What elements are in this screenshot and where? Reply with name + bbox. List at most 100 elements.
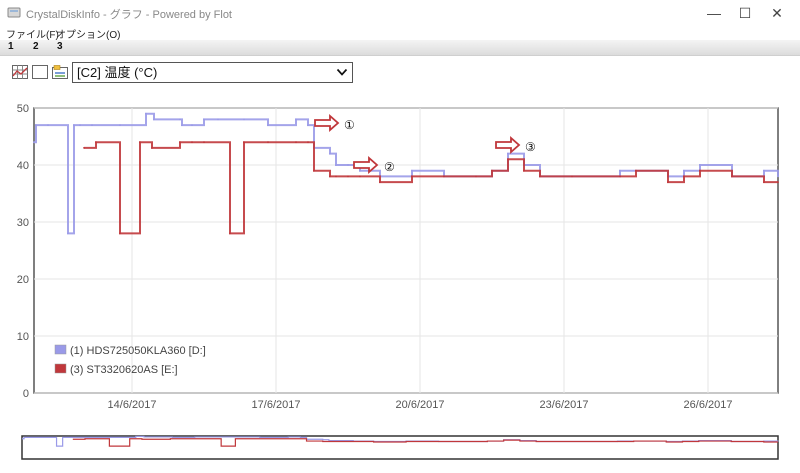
data-point bbox=[267, 124, 269, 126]
data-point bbox=[777, 181, 779, 183]
disk-1-tab[interactable]: 1 bbox=[8, 41, 14, 52]
data-point bbox=[179, 118, 181, 121]
data-point bbox=[763, 169, 765, 172]
y-tick-label: 40 bbox=[17, 160, 29, 172]
data-point bbox=[139, 141, 141, 144]
data-point bbox=[411, 169, 413, 172]
data-point bbox=[67, 232, 69, 235]
annotation-label-2: ② bbox=[384, 160, 395, 174]
data-point bbox=[151, 147, 153, 149]
data-point bbox=[731, 175, 733, 178]
grid-chart-icon[interactable] bbox=[12, 65, 28, 79]
chart-legend: (1) HDS725050KLA360 [D:] (3) ST3320620AS… bbox=[54, 344, 206, 376]
data-point bbox=[203, 118, 205, 121]
grid-layer bbox=[34, 107, 778, 394]
maximize-button[interactable]: ☐ bbox=[738, 5, 752, 21]
data-point bbox=[667, 181, 669, 183]
y-tick-label: 30 bbox=[17, 217, 29, 229]
y-tick-label: 20 bbox=[17, 274, 29, 286]
data-point bbox=[95, 141, 97, 144]
data-point bbox=[191, 141, 193, 144]
data-point bbox=[295, 141, 297, 144]
y-tick-label: 50 bbox=[17, 103, 29, 115]
data-point bbox=[379, 181, 381, 183]
chevron-down-icon bbox=[336, 68, 348, 76]
data-point bbox=[475, 175, 477, 178]
data-point bbox=[699, 169, 701, 172]
annotation-label-3: ③ bbox=[525, 140, 536, 154]
data-point bbox=[335, 164, 337, 166]
annotation-label-1: ① bbox=[344, 118, 355, 132]
x-axis: 14/6/2017 17/6/2017 20/6/2017 23/6/2017 26/6… bbox=[108, 399, 733, 411]
y-axis: 0 10 20 30 40 50 bbox=[17, 103, 29, 400]
legend-swatch-2 bbox=[54, 363, 67, 374]
color-chart-icon[interactable] bbox=[52, 65, 68, 79]
x-tick-label: 17/6/2017 bbox=[252, 399, 301, 411]
data-point bbox=[523, 169, 525, 172]
data-point bbox=[683, 175, 685, 178]
data-point bbox=[491, 169, 493, 172]
disk-2-tab[interactable]: 2 bbox=[33, 41, 39, 52]
data-point bbox=[763, 181, 765, 183]
data-point bbox=[307, 141, 309, 144]
close-button[interactable]: ✕ bbox=[771, 5, 783, 21]
data-point bbox=[203, 141, 205, 144]
data-point bbox=[35, 124, 37, 126]
data-point bbox=[347, 164, 349, 166]
data-point bbox=[119, 124, 121, 126]
data-point bbox=[243, 141, 245, 144]
data-point bbox=[777, 175, 779, 178]
legend-swatch-1 bbox=[54, 344, 67, 355]
data-point bbox=[507, 152, 509, 155]
data-point bbox=[359, 169, 361, 172]
attribute-select[interactable]: [C2] 温度 (°C) bbox=[72, 62, 353, 83]
menu-options[interactable]: オプション(O) bbox=[56, 30, 121, 41]
menu-bar: ファイル(F) オプション(O) bbox=[0, 26, 800, 41]
data-point bbox=[539, 175, 541, 178]
x-tick-label: 20/6/2017 bbox=[396, 399, 445, 411]
data-point bbox=[507, 158, 509, 161]
y-tick-label: 10 bbox=[17, 331, 29, 343]
data-point bbox=[79, 124, 81, 126]
temperature-chart[interactable]: 0 10 20 30 40 50 14/6/2017 17/6/2017 20/6/2017 2… bbox=[0, 100, 800, 420]
title-bar: CrystalDiskInfo - グラフ - Powered by Flot … bbox=[0, 0, 800, 26]
minimize-button[interactable]: — bbox=[707, 5, 721, 21]
data-point bbox=[181, 124, 183, 126]
window-title: CrystalDiskInfo - グラフ - Powered by Flot bbox=[26, 9, 232, 21]
data-point bbox=[33, 141, 35, 144]
data-point bbox=[267, 141, 269, 144]
menu-file[interactable]: ファイル(F) bbox=[6, 30, 59, 41]
series-line-2 bbox=[84, 141, 778, 235]
data-point bbox=[217, 118, 219, 121]
overview-line-2 bbox=[72, 438, 778, 447]
data-point bbox=[307, 124, 309, 126]
blank-window-icon[interactable] bbox=[32, 65, 48, 79]
disk-number-bar: 1 2 3 bbox=[0, 40, 800, 56]
data-point bbox=[47, 124, 49, 126]
series-layer bbox=[33, 112, 779, 235]
disk-3-tab[interactable]: 3 bbox=[57, 41, 63, 52]
data-point bbox=[119, 232, 121, 235]
data-point bbox=[295, 118, 297, 121]
data-point bbox=[347, 175, 349, 178]
plot-frame bbox=[33, 107, 779, 394]
legend-label-2: (3) ST3320620AS [E:] bbox=[70, 364, 178, 376]
data-point bbox=[145, 112, 147, 115]
data-point bbox=[153, 118, 155, 121]
attribute-select-value: [C2] 温度 (°C) bbox=[77, 65, 158, 80]
data-point bbox=[73, 124, 75, 126]
app-icon bbox=[7, 7, 21, 18]
data-point bbox=[191, 124, 193, 126]
data-point bbox=[329, 175, 331, 178]
data-point bbox=[699, 164, 701, 166]
overview-series bbox=[22, 435, 779, 447]
data-point bbox=[443, 175, 445, 178]
overview-navigator[interactable] bbox=[0, 432, 800, 462]
data-point bbox=[229, 232, 231, 235]
data-point bbox=[179, 141, 181, 144]
data-point bbox=[335, 175, 337, 178]
data-point bbox=[83, 147, 85, 149]
annotation-arrow-2: ② bbox=[353, 156, 395, 174]
data-point bbox=[313, 169, 315, 172]
data-point bbox=[411, 175, 413, 178]
